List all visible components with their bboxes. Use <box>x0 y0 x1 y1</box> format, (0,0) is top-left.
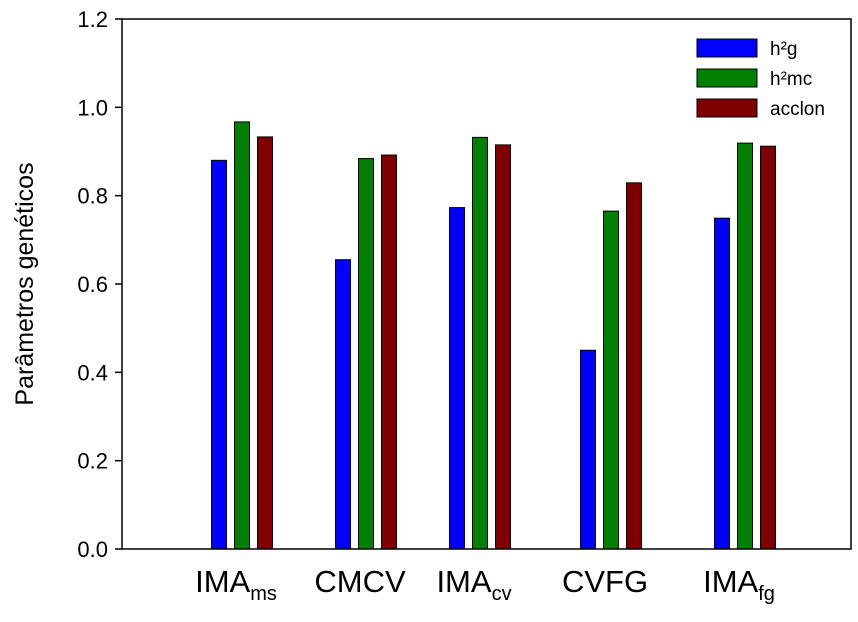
y-tick-label: 1.2 <box>77 7 108 32</box>
x-category-label: CVFG <box>562 564 648 599</box>
bar-acclon-1 <box>381 154 397 550</box>
category-subscript: ms <box>250 583 277 605</box>
legend-swatch-1 <box>696 68 758 88</box>
y-tick-label: 0.0 <box>77 537 108 562</box>
category-subscript: fg <box>758 583 775 605</box>
y-tick-label: 0.4 <box>77 360 108 385</box>
y-tick-label: 0.6 <box>77 272 108 297</box>
x-category-label: IMAfg <box>703 564 775 605</box>
bar-h²mc-3 <box>603 210 619 550</box>
bar-acclon-4 <box>760 145 776 550</box>
y-tick-label: 0.8 <box>77 184 108 209</box>
category-main: IMA <box>195 564 250 599</box>
plot-frame <box>121 18 852 550</box>
y-axis-label: Parâmetros genéticos <box>11 162 39 405</box>
bar-h²g-4 <box>714 217 730 550</box>
category-main: IMA <box>703 564 758 599</box>
bar-acclon-0 <box>257 136 273 550</box>
legend-swatch-2 <box>696 98 758 118</box>
bar-acclon-2 <box>495 144 511 550</box>
x-category-label: IMAcv <box>436 564 511 605</box>
category-main: CMCV <box>314 564 406 599</box>
category-subscript: cv <box>492 583 512 605</box>
x-axis-labels: IMAms CMCV IMAcv CVFG IMAfg <box>195 564 775 605</box>
legend-label-0: h²g <box>770 39 797 60</box>
bar-h²g-0 <box>211 159 227 550</box>
legend-swatch-0 <box>696 38 758 58</box>
legend-label-2: acclon <box>770 99 825 120</box>
x-category-label: CMCV <box>314 564 406 599</box>
legend: h²g h²mc acclon <box>696 38 825 120</box>
x-category-label: IMAms <box>195 564 277 605</box>
bar-h²mc-1 <box>358 158 374 550</box>
bar-acclon-3 <box>626 182 642 550</box>
bar-h²mc-4 <box>737 142 753 550</box>
category-main: CVFG <box>562 564 648 599</box>
bar-h²mc-0 <box>234 121 250 550</box>
bar-h²g-2 <box>449 207 465 550</box>
bars <box>211 121 776 550</box>
y-tick-label: 0.2 <box>77 449 108 474</box>
bar-h²mc-2 <box>472 136 488 550</box>
bar-h²g-1 <box>335 259 351 550</box>
y-tick-label: 1.0 <box>77 95 108 120</box>
category-main: IMA <box>436 564 491 599</box>
y-axis-ticks: 0.0 0.2 0.4 0.6 0.8 1.0 1.2 <box>77 7 122 562</box>
bar-h²g-3 <box>580 349 596 550</box>
legend-label-1: h²mc <box>770 69 812 90</box>
